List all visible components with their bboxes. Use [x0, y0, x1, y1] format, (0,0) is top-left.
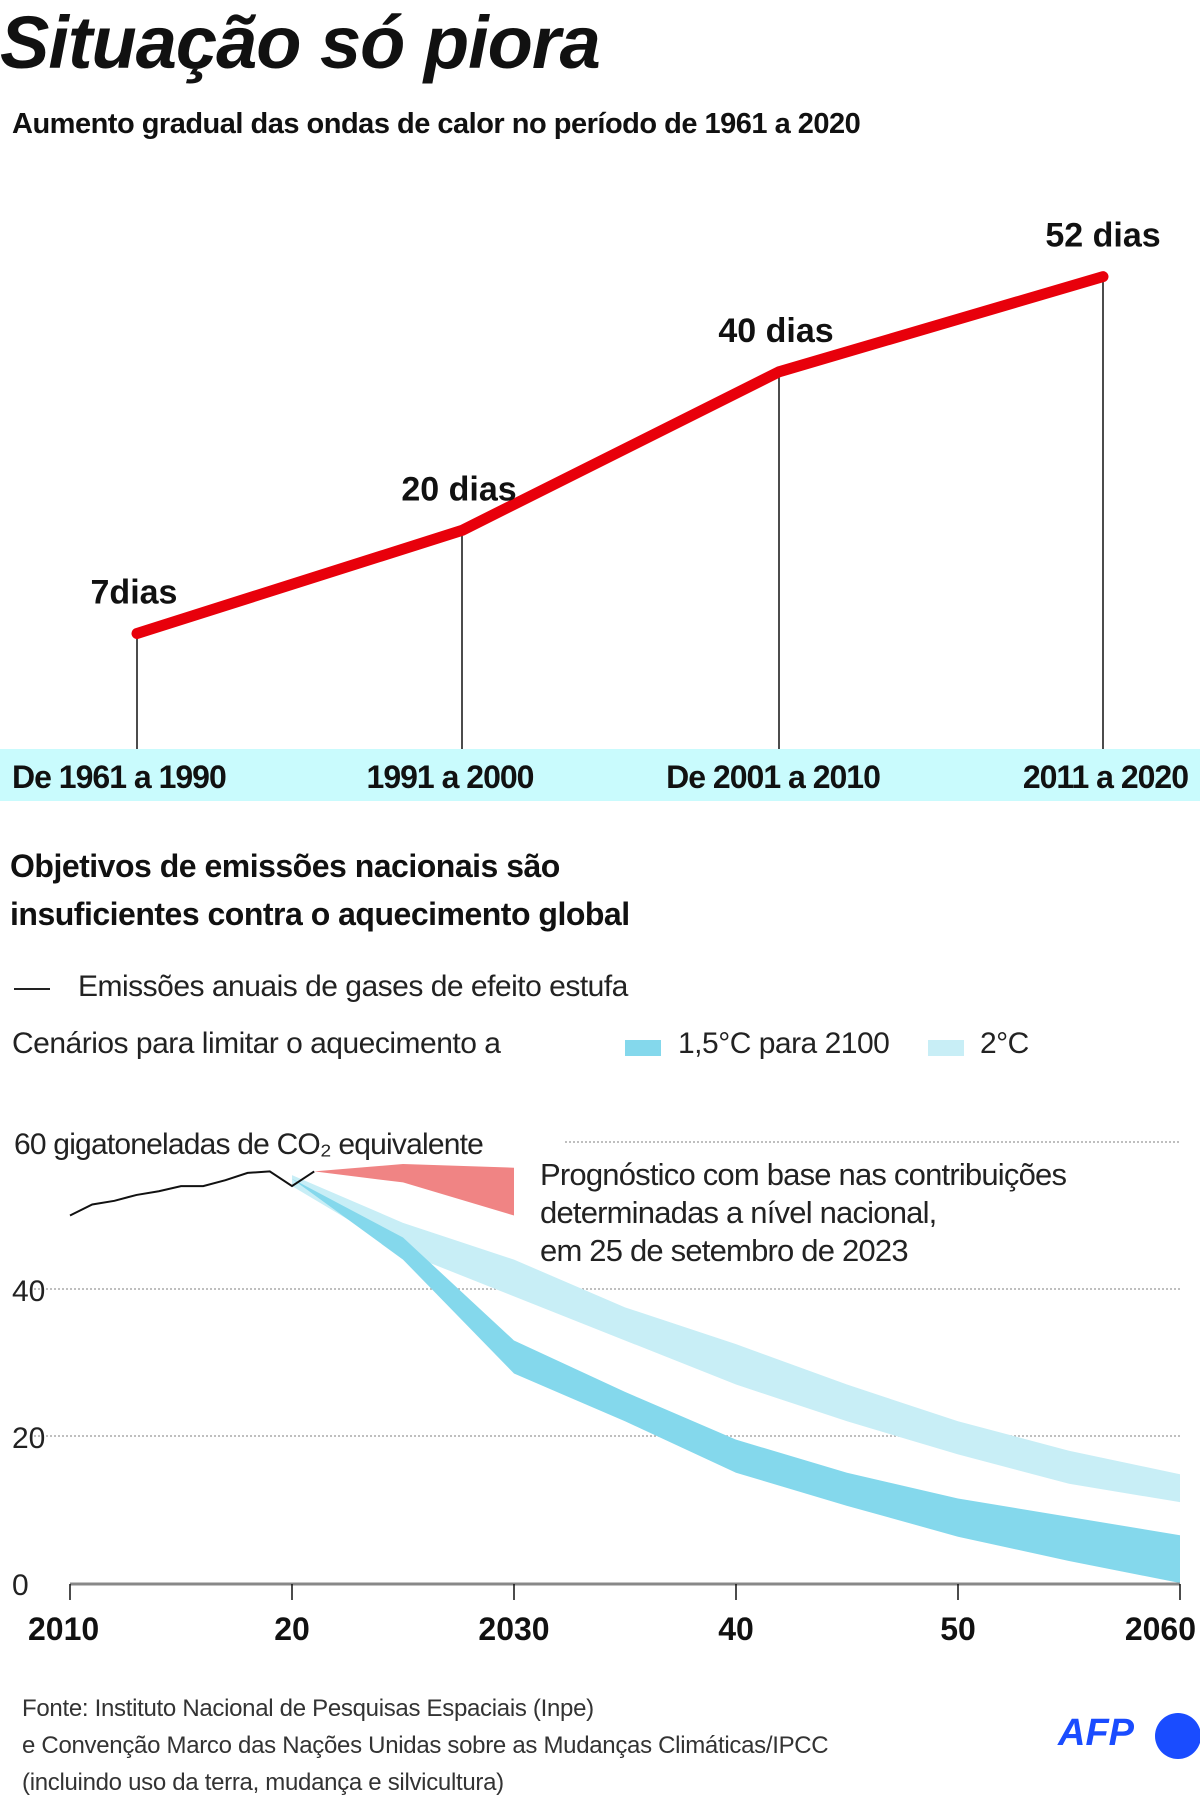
page-title: Situação só piora — [0, 1, 601, 84]
band-1-5c — [292, 1178, 1180, 1583]
subtitle: Aumento gradual das ondas de calor no pe… — [12, 108, 861, 140]
data-label: 40 dias — [718, 312, 833, 350]
afp-logo: AFP — [1058, 1712, 1134, 1754]
forecast-annotation: determinadas a nível nacional, — [540, 1195, 936, 1230]
source-line-2: e Convenção Marco das Nações Unidas sobr… — [22, 1732, 829, 1759]
section-title-line1: Objetivos de emissões nacionais são — [10, 848, 560, 884]
data-label: 20 dias — [401, 470, 516, 508]
category-band — [0, 749, 1200, 801]
category-label: De 2001 a 2010 — [666, 759, 880, 795]
legend-1-5c: 1,5°C para 2100 — [678, 1027, 890, 1060]
legend-scenarios: Cenários para limitar o aquecimento a — [12, 1027, 501, 1060]
forecast-annotation: em 25 de setembro de 2023 — [540, 1233, 908, 1268]
legend-swatch-1-5c — [625, 1040, 661, 1056]
y-axis-label: 60 gigatoneladas de CO₂ equivalente — [14, 1128, 483, 1161]
emissions-legend-line — [14, 988, 50, 990]
source-line-3: (incluindo uso da terra, mudança e silvi… — [22, 1769, 504, 1796]
data-label: 52 dias — [1045, 217, 1160, 255]
legend-2c: 2°C — [980, 1027, 1029, 1060]
legend-emissions: Emissões anuais de gases de efeito estuf… — [78, 970, 628, 1003]
category-label: 2011 a 2020 — [1023, 759, 1188, 795]
afp-logo-dot — [1155, 1713, 1200, 1759]
legend-swatch-2c — [928, 1040, 964, 1056]
x-tick-label: 50 — [940, 1611, 976, 1647]
section-title-line2: insuficientes contra o aquecimento globa… — [10, 896, 630, 932]
x-tick-label: 2010 — [28, 1611, 99, 1647]
band-2c — [292, 1175, 1180, 1503]
category-label: 1991 a 2000 — [367, 759, 534, 795]
source-line-1: Fonte: Instituto Nacional de Pesquisas E… — [22, 1695, 594, 1722]
ndc-forecast-band — [314, 1164, 514, 1216]
heatwave-line-chart: 7dias 20 dias 40 dias 52 dias De 1961 a 1990… — [0, 217, 1200, 801]
x-tick-label: 40 — [718, 1611, 754, 1647]
category-label: De 1961 a 1990 — [12, 759, 226, 795]
x-tick-label: 2030 — [478, 1611, 549, 1647]
heatwave-line — [131, 271, 1109, 639]
y-tick-label: 40 — [12, 1275, 45, 1308]
x-tick-label: 20 — [274, 1611, 310, 1647]
data-label: 7dias — [91, 573, 178, 611]
x-tick-label: 2060 — [1125, 1611, 1196, 1647]
forecast-annotation: Prognóstico com base nas contribuições — [540, 1157, 1066, 1192]
y-tick-label: 0 — [12, 1569, 29, 1602]
emissions-line — [69, 1170, 315, 1217]
y-tick-label: 20 — [12, 1422, 45, 1455]
